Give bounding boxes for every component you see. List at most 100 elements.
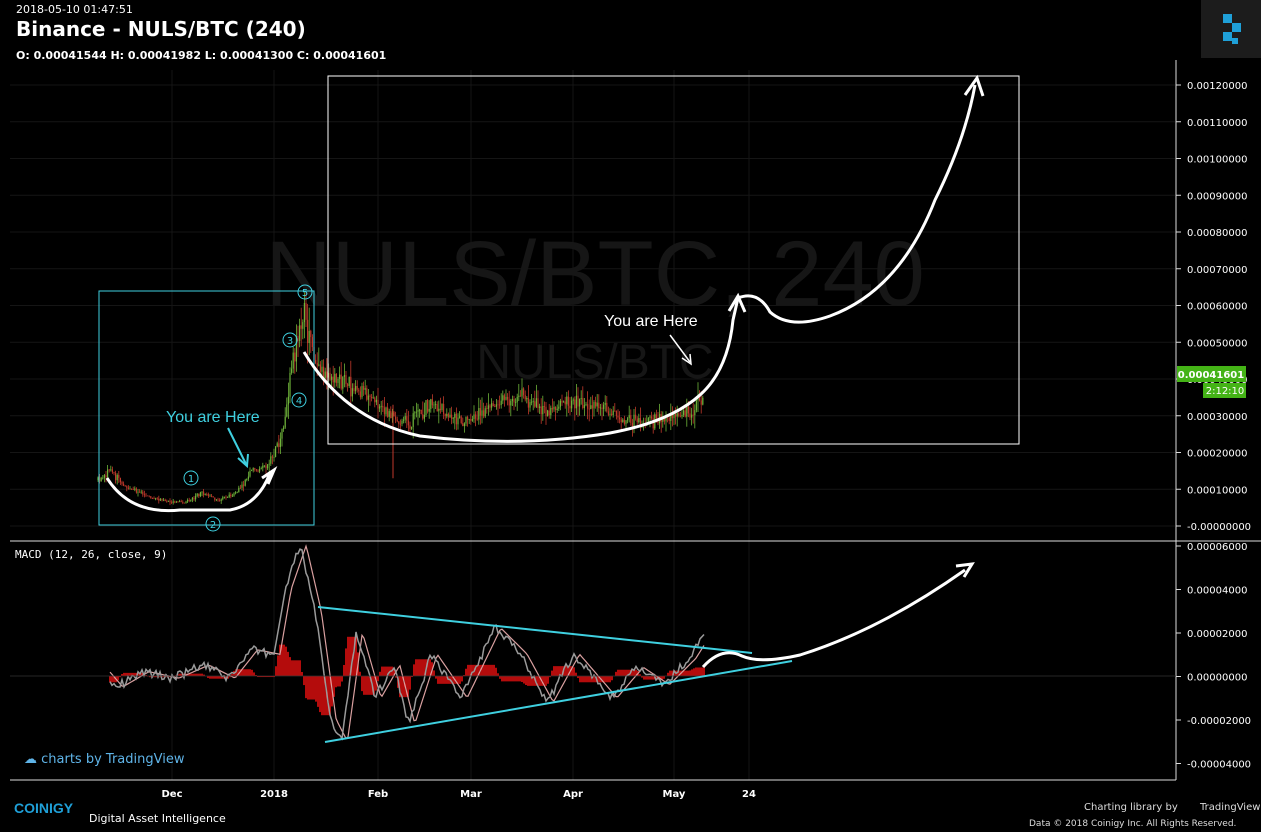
- candle-body: [492, 403, 494, 407]
- macd-hist-bar: [625, 669, 627, 676]
- small-cup-curve: [105, 472, 272, 513]
- macd-hist-bar: [489, 664, 491, 676]
- candle-body: [430, 399, 432, 409]
- candle-body: [684, 410, 686, 417]
- candle-body: [412, 413, 414, 427]
- candle-body: [188, 499, 190, 501]
- macd-hist-bar: [599, 676, 601, 683]
- candle-body: [655, 414, 657, 419]
- macd-hist-bar: [601, 676, 603, 683]
- candle-body: [689, 413, 691, 418]
- candle-body: [203, 491, 205, 495]
- candle-body: [628, 415, 630, 419]
- x-tick-label: Apr: [563, 789, 583, 800]
- candle-body: [182, 502, 184, 503]
- macd-hist-bar: [355, 636, 357, 676]
- candle-body: [262, 465, 264, 469]
- macd-hist-bar: [529, 676, 531, 686]
- candle-body: [479, 408, 481, 416]
- macd-hist-bar: [217, 676, 219, 679]
- macd-hist-bar: [195, 673, 197, 676]
- macd-hist-bar: [369, 676, 371, 695]
- candle-body: [375, 399, 377, 403]
- macd-hist-bar: [345, 648, 347, 676]
- tradingview-badge[interactable]: ☁ charts by TradingView: [24, 752, 184, 767]
- candle-body: [204, 494, 206, 495]
- macd-hist-bar: [203, 674, 205, 676]
- candle-body: [151, 498, 153, 499]
- y-tick-label: 0.00060000: [1187, 302, 1247, 313]
- candle-body: [471, 419, 473, 421]
- candle-body: [273, 456, 275, 458]
- candle-body: [115, 473, 117, 481]
- macd-hist-bar: [227, 676, 229, 679]
- macd-hist-bar: [639, 674, 641, 676]
- macd-hist-bar: [333, 676, 335, 697]
- candle-body: [678, 413, 680, 416]
- candle-body: [425, 400, 427, 415]
- candle-body: [161, 499, 163, 501]
- candle-body: [263, 465, 265, 467]
- macd-hist-bar: [421, 659, 423, 676]
- chart-title: Binance - NULS/BTC (240): [16, 17, 306, 41]
- wave-circle: [205, 516, 221, 532]
- candle-body: [391, 412, 393, 419]
- big-cup-curve: [302, 297, 740, 443]
- macd-hist-bar: [335, 676, 337, 688]
- macd-hist-bar: [481, 664, 483, 676]
- coinigy-logo-icon[interactable]: [1201, 0, 1261, 58]
- macd-hist-bar: [435, 676, 437, 679]
- macd-hist-bar: [693, 668, 695, 676]
- candle-body: [651, 416, 653, 419]
- candle-body: [486, 408, 488, 410]
- candle-body: [364, 388, 366, 390]
- macd-hist-bar: [251, 669, 253, 676]
- candle-body: [436, 404, 438, 412]
- candle-body: [411, 426, 413, 429]
- macd-hist-bar: [163, 676, 165, 678]
- candle-body: [249, 470, 251, 477]
- macd-hist-bar: [543, 676, 545, 686]
- macd-hist-bar: [325, 676, 327, 716]
- macd-hist-bar: [385, 666, 387, 676]
- macd-hist-bar: [401, 676, 403, 698]
- macd-hist-bar: [119, 676, 121, 678]
- macd-hist-bar: [279, 644, 281, 676]
- macd-hist-bar: [545, 676, 547, 686]
- candle-body: [455, 413, 457, 425]
- macd-hist-bar: [145, 675, 147, 676]
- candle-body: [366, 388, 368, 400]
- candle-body: [615, 411, 617, 416]
- macd-tick-label: 0.00000000: [1187, 673, 1247, 684]
- candle-body: [636, 418, 638, 423]
- macd-hist-bar: [631, 669, 633, 676]
- macd-hist-bar: [589, 676, 591, 683]
- candle-body: [175, 501, 177, 503]
- candle-body: [129, 488, 131, 490]
- macd-hist-bar: [661, 676, 663, 680]
- macd-tick-label: -0.00002000: [1187, 716, 1251, 727]
- candle-body: [343, 375, 345, 377]
- candle-body: [337, 378, 339, 383]
- candle-body: [502, 395, 504, 401]
- candle-body: [495, 404, 497, 407]
- macd-hist-bar: [423, 659, 425, 676]
- macd-hist-bar: [307, 676, 309, 700]
- y-tick-label: 0.00020000: [1187, 449, 1247, 460]
- macd-hist-bar: [375, 676, 377, 691]
- macd-hist-bar: [567, 666, 569, 676]
- candle-body: [575, 395, 577, 409]
- candle-body: [367, 395, 369, 400]
- macd-hist-bar: [521, 676, 523, 683]
- macd-hist-bar: [597, 676, 599, 683]
- candle-body: [351, 388, 353, 397]
- macd-hist-bar: [179, 673, 181, 676]
- macd-hist-bar: [293, 660, 295, 676]
- macd-hist-bar: [557, 666, 559, 676]
- candle-body: [559, 400, 561, 407]
- macd-tick-label: 0.00006000: [1187, 542, 1247, 553]
- candles: [97, 291, 704, 506]
- candle-body: [265, 465, 267, 469]
- candle-body: [347, 384, 349, 386]
